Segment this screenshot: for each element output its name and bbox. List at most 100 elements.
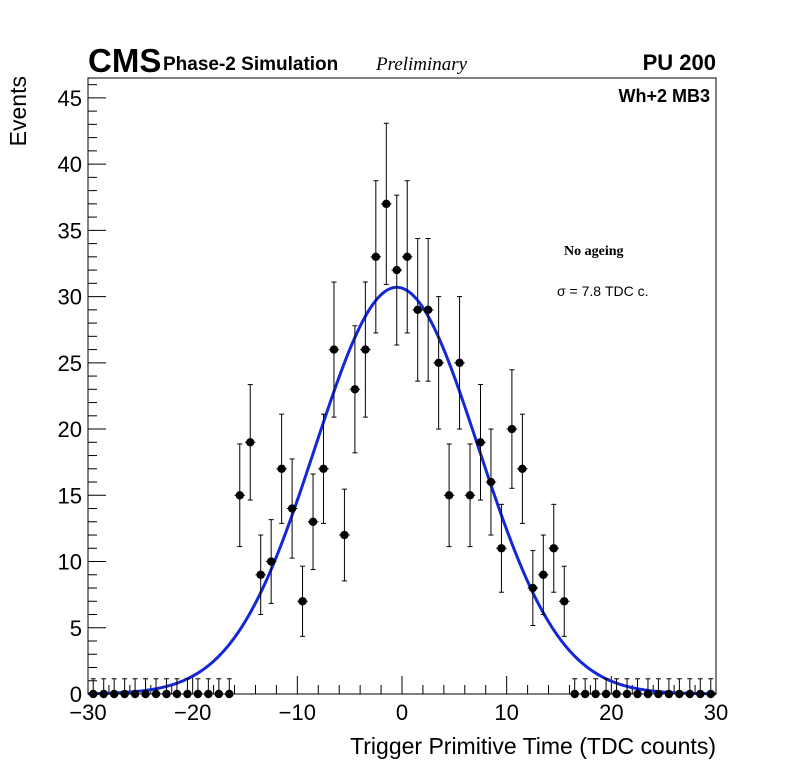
data-point (705, 678, 716, 699)
data-point (265, 519, 277, 604)
data-point (569, 678, 580, 699)
data-marker (109, 689, 119, 699)
data-point (161, 678, 172, 699)
data-point (412, 237, 423, 382)
data-marker (654, 689, 663, 699)
data-point (642, 678, 654, 699)
data-point (548, 503, 559, 593)
fit-curve-group (87, 285, 717, 696)
data-point (213, 678, 225, 699)
data-marker (601, 689, 611, 699)
data-marker (89, 689, 98, 699)
data-marker (193, 689, 203, 699)
data-point (140, 678, 151, 699)
data-marker (246, 438, 255, 447)
data-marker (497, 544, 506, 553)
data-marker (685, 689, 695, 699)
data-point (559, 565, 570, 637)
data-marker (382, 199, 391, 209)
data-marker (130, 689, 140, 699)
pileup-label: PU 200 (643, 50, 716, 75)
data-marker (612, 689, 621, 699)
data-point (171, 678, 183, 699)
y-tick-label: 45 (58, 86, 82, 111)
data-point (203, 678, 214, 699)
x-tick-label: 0 (396, 700, 408, 725)
data-marker (486, 477, 496, 487)
data-point (433, 296, 444, 430)
data-marker (287, 504, 297, 513)
data-marker (528, 583, 538, 593)
data-point (538, 534, 549, 616)
data-point (611, 678, 622, 699)
x-tick-label: −20 (174, 700, 211, 725)
data-marker (266, 557, 276, 566)
data-marker (413, 305, 422, 315)
data-marker (340, 530, 349, 540)
data-marker (151, 689, 161, 699)
x-tick-label: 20 (599, 700, 623, 725)
data-marker (298, 597, 307, 606)
x-tick-label: 10 (494, 700, 518, 725)
data-marker (350, 385, 360, 394)
x-tick-label: −10 (279, 700, 316, 725)
data-marker (643, 689, 653, 699)
data-marker (622, 689, 632, 699)
data-point (506, 369, 518, 489)
data-points-group (88, 122, 716, 699)
data-marker (476, 438, 485, 447)
data-point (286, 458, 298, 559)
data-point (422, 237, 434, 382)
data-marker (308, 517, 318, 526)
data-marker (539, 570, 548, 579)
data-point (632, 678, 643, 699)
y-axis-title: Events (5, 76, 31, 146)
x-tick-label: 30 (704, 700, 728, 725)
data-marker (560, 597, 569, 606)
data-marker (455, 358, 464, 368)
data-point (276, 413, 287, 524)
cms-label: CMS (88, 42, 161, 79)
data-point (328, 281, 340, 418)
data-marker (633, 689, 642, 699)
data-point (663, 678, 675, 699)
data-marker (183, 689, 192, 699)
data-point (443, 443, 455, 548)
simulation-label: Phase-2 Simulation (163, 54, 338, 75)
data-point (684, 678, 696, 699)
fit-curve (87, 285, 717, 696)
data-marker (172, 689, 182, 699)
data-marker (444, 491, 454, 500)
data-point (234, 443, 245, 548)
data-marker (204, 689, 213, 699)
data-point (454, 296, 465, 430)
data-point (579, 678, 591, 699)
data-point (370, 180, 382, 334)
data-point (224, 678, 235, 699)
data-point (391, 194, 402, 346)
y-tick-label: 25 (58, 351, 82, 376)
data-point (600, 678, 612, 699)
data-marker (329, 345, 339, 354)
data-marker (570, 689, 579, 699)
y-tick-label: 35 (58, 218, 82, 243)
data-point (297, 565, 308, 637)
data-point (255, 534, 266, 616)
data-point (119, 678, 130, 699)
data-marker (235, 491, 244, 500)
data-point (402, 180, 413, 334)
x-axis-title: Trigger Primitive Time (TDC counts) (350, 733, 716, 759)
data-point (674, 678, 685, 699)
y-tick-label: 0 (70, 682, 82, 707)
data-point (517, 413, 528, 524)
data-point (307, 473, 319, 571)
data-marker (162, 689, 171, 699)
data-marker (706, 689, 715, 699)
chamber-label: Wh+2 MB3 (618, 86, 710, 106)
data-point (245, 384, 256, 501)
data-marker (403, 252, 412, 262)
y-tick-label: 40 (58, 152, 82, 177)
data-marker (225, 689, 234, 699)
data-point (318, 413, 329, 524)
